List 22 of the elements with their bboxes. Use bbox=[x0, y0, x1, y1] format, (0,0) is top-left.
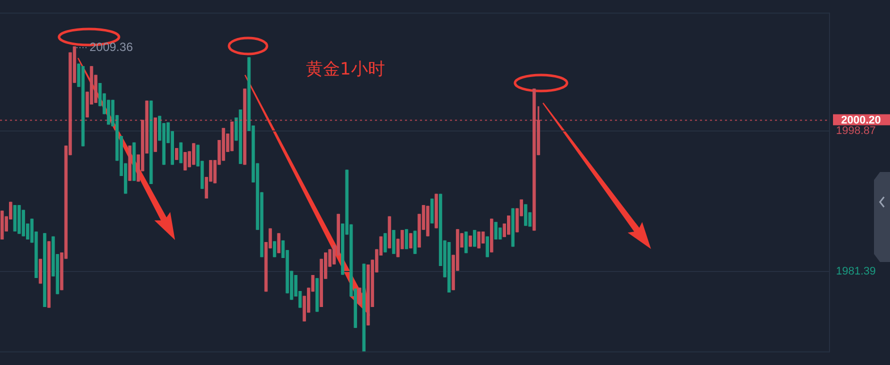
candlestick bbox=[464, 232, 468, 254]
annotation: 黄金1小时 bbox=[306, 59, 385, 80]
y-tick-label: 1981.39 bbox=[836, 265, 876, 278]
candlestick bbox=[413, 230, 417, 254]
candlestick bbox=[13, 205, 17, 232]
candlestick bbox=[47, 241, 51, 308]
y-tick-label: 1998.87 bbox=[836, 124, 876, 137]
annotation: 2009.36 bbox=[89, 40, 134, 54]
ref-line-label: 2000.20 bbox=[841, 114, 881, 126]
candlestick bbox=[447, 242, 451, 292]
candlestick bbox=[404, 229, 408, 250]
candlestick bbox=[430, 198, 434, 224]
candlestick bbox=[272, 241, 276, 258]
candlestick bbox=[388, 216, 392, 248]
candlestick bbox=[315, 278, 319, 312]
candlestick bbox=[81, 66, 85, 146]
candlestick bbox=[132, 142, 136, 181]
candlestick bbox=[222, 128, 226, 161]
candlestick bbox=[238, 109, 242, 164]
candlestick bbox=[362, 264, 366, 352]
candlestick bbox=[38, 258, 42, 284]
candlestick bbox=[230, 122, 234, 152]
